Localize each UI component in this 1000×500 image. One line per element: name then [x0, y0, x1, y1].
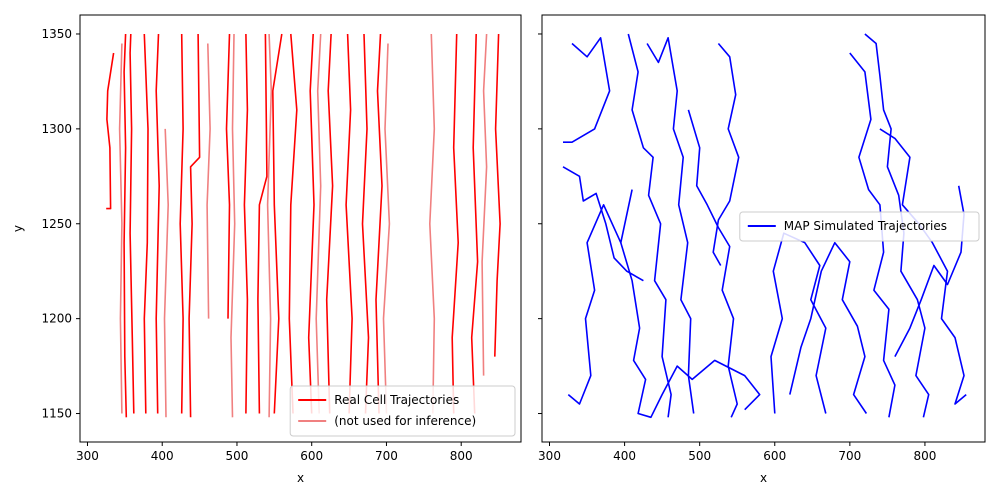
- trajectory-line: [206, 43, 211, 319]
- trajectory-line: [687, 109, 738, 418]
- trajectory-line: [481, 33, 488, 376]
- trajectory-line: [188, 33, 201, 418]
- trajectory-line: [243, 33, 249, 414]
- y-tick-label: 1250: [41, 217, 72, 231]
- trajectory-line: [712, 42, 740, 266]
- trajectory-line: [789, 241, 868, 414]
- legend-box: [739, 211, 980, 242]
- trajectory-line: [451, 33, 459, 414]
- trajectory-line: [155, 33, 160, 414]
- x-tick-label: 300: [76, 449, 99, 463]
- trajectory-line: [770, 232, 827, 414]
- trajectory-line: [375, 33, 383, 414]
- trajectory-line: [494, 33, 501, 357]
- trajectory-line: [345, 33, 353, 414]
- legend-label: (not used for inference): [334, 414, 476, 428]
- trajectory-line: [470, 33, 479, 414]
- y-tick-label: 1300: [41, 122, 72, 136]
- trajectory-line: [266, 33, 273, 418]
- trajectory-line: [307, 33, 315, 414]
- trajectory-line: [325, 33, 334, 414]
- x-tick-label: 700: [375, 449, 398, 463]
- simulated-trajectories-chart: 300 400 500 600 700 800 x MAP Simulated Traject…: [538, 14, 986, 485]
- trajectory-line: [230, 33, 236, 418]
- y-tick-label: 1150: [41, 407, 72, 421]
- trajectory-line: [179, 33, 184, 414]
- trajectory-line: [118, 43, 123, 414]
- x-tick-label: 700: [838, 449, 861, 463]
- trajectory-line: [123, 33, 128, 418]
- y-tick-label: 1350: [41, 27, 72, 41]
- x-tick-label: 500: [226, 449, 249, 463]
- x-tick-label: 500: [688, 449, 711, 463]
- trajectory-line: [567, 189, 633, 405]
- trajectory-line: [257, 33, 268, 414]
- x-tick-label: 300: [538, 449, 561, 463]
- trajectory-line: [143, 33, 149, 414]
- trajectory-line: [288, 33, 298, 414]
- axes-frame: [79, 14, 522, 443]
- legend: MAP Simulated Trajectories: [739, 211, 980, 242]
- x-tick-label: 600: [300, 449, 323, 463]
- legend-box: [289, 385, 516, 437]
- trajectory-group: [106, 33, 501, 418]
- legend: Real Cell Trajectories (not used for infe…: [289, 385, 516, 437]
- x-tick-label: 800: [913, 449, 936, 463]
- trajectory-line: [225, 33, 231, 319]
- trajectory-line: [163, 128, 169, 418]
- trajectory-line: [627, 33, 672, 418]
- x-axis-label: x: [760, 471, 767, 485]
- x-tick-label: 800: [450, 449, 473, 463]
- trajectory-line: [563, 37, 611, 143]
- x-tick-label: 400: [613, 449, 636, 463]
- trajectory-line: [361, 33, 370, 414]
- trajectory-line: [562, 166, 644, 282]
- trajectory-line: [429, 33, 436, 414]
- x-tick-label: 600: [763, 449, 786, 463]
- y-axis-label: y: [11, 225, 25, 232]
- legend-label: Real Cell Trajectories: [334, 393, 459, 407]
- trajectory-line: [382, 43, 391, 414]
- trajectory-group: [562, 33, 967, 419]
- trajectory-line: [272, 33, 283, 414]
- trajectory-line: [646, 37, 695, 414]
- trajectory-line: [879, 128, 967, 405]
- trajectory-line: [620, 242, 761, 419]
- trajectory-line: [315, 33, 322, 414]
- y-tick-label: 1200: [41, 312, 72, 326]
- trajectory-line: [129, 33, 135, 414]
- x-tick-label: 400: [151, 449, 174, 463]
- x-axis-label: x: [297, 471, 304, 485]
- axes-frame: [541, 14, 986, 443]
- real-trajectories-chart: 300 400 500 600 700 800 1150 1200 1250 1300 1350 x y…: [11, 14, 522, 485]
- legend-label: MAP Simulated Trajectories: [784, 219, 947, 233]
- trajectory-line: [106, 52, 115, 210]
